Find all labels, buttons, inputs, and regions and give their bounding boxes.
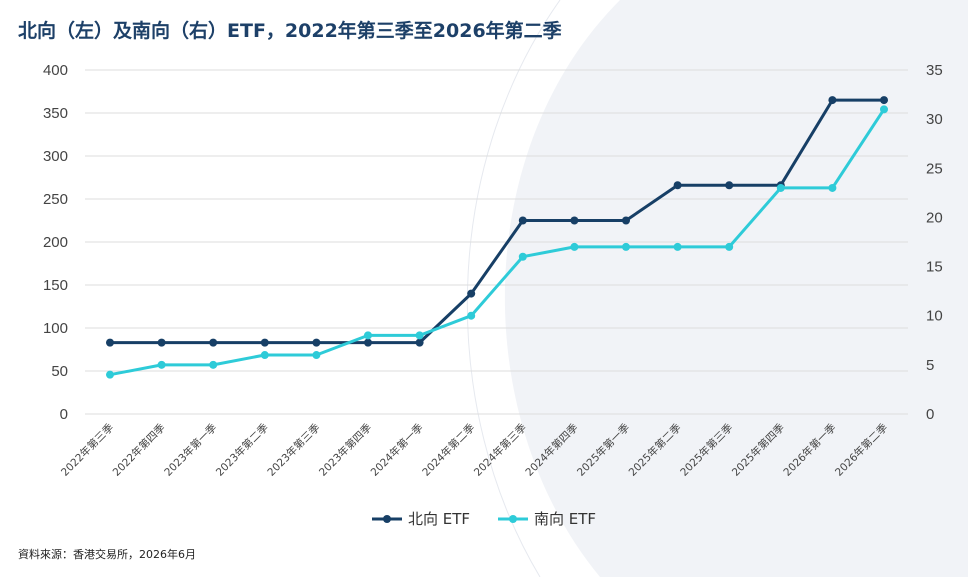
chart-title: 北向（左）及南向（右）ETF，2022年第三季至2026年第二季: [18, 20, 562, 42]
right-tick-label: 20: [926, 209, 943, 226]
left-tick-label: 150: [43, 277, 68, 294]
series-north-point: [106, 338, 114, 347]
legend-swatch-south-icon: [498, 514, 528, 523]
right-tick-label: 5: [926, 357, 934, 374]
right-tick-label: 30: [926, 111, 943, 128]
source-note: 資料來源：香港交易所，2026年6月: [18, 548, 196, 561]
series-north-point: [415, 338, 424, 347]
left-tick-label: 350: [43, 105, 68, 122]
series-north-point: [828, 96, 837, 105]
series-south-point: [209, 360, 218, 369]
left-tick-label: 0: [60, 406, 68, 423]
x-tick-label: 2024年第一季: [368, 421, 426, 479]
x-tick-label: 2023年第一季: [162, 421, 220, 479]
x-tick-label: 2022年第四季: [110, 421, 168, 479]
series-south-point: [312, 351, 321, 360]
series-south-point: [622, 242, 630, 251]
series-north-point: [364, 338, 372, 347]
series-south-point: [880, 105, 888, 114]
series: [106, 96, 888, 379]
series-south-point: [570, 242, 579, 251]
x-tick-label: 2024年第二季: [420, 421, 478, 479]
x-axis-ticks: 2022年第三季2022年第四季2023年第一季2023年第二季2023年第三季…: [58, 421, 890, 479]
series-south-point: [364, 331, 372, 340]
left-tick-label: 400: [43, 62, 68, 79]
x-tick-label: 2025年第一季: [574, 421, 632, 479]
right-tick-label: 25: [926, 160, 943, 177]
left-tick-label: 250: [43, 191, 68, 208]
x-tick-label: 2025年第四季: [729, 421, 787, 479]
series-south-line: [109, 108, 886, 377]
x-tick-label: 2026年第一季: [781, 421, 839, 479]
series-north-point: [209, 338, 218, 347]
x-tick-label: 2023年第二季: [213, 421, 271, 479]
left-tick-label: 100: [43, 320, 68, 337]
series-north-point: [467, 289, 476, 298]
left-tick-label: 200: [43, 234, 68, 251]
series-north-point: [157, 338, 166, 347]
left-tick-label: 50: [51, 363, 68, 380]
x-tick-label: 2023年第四季: [316, 421, 374, 479]
right-tick-label: 15: [926, 259, 943, 276]
series-south-point: [415, 331, 424, 340]
series-south-point: [725, 242, 734, 251]
legend-label-south: 南向 ETF: [534, 510, 597, 528]
series-south-point: [518, 252, 527, 261]
right-axis-ticks: 0 5 10 15 20 25 30 35: [926, 62, 943, 423]
series-north-point: [570, 216, 579, 225]
legend-item-south[interactable]: 南向 ETF: [498, 508, 596, 529]
right-tick-label: 0: [926, 406, 934, 423]
series-north-point: [518, 216, 527, 225]
left-axis-ticks: 0 50 100 150 200 250 300 350 400: [43, 62, 68, 423]
series-north-point: [880, 96, 888, 105]
series-south-point: [467, 311, 476, 320]
series-south-point: [260, 351, 269, 360]
series-north-point: [673, 181, 682, 190]
series-south-point: [776, 183, 785, 192]
series-south-point: [828, 183, 837, 192]
series-north-line: [110, 98, 884, 345]
legend: 北向 ETF 南向 ETF: [0, 508, 968, 529]
x-tick-label: 2026年第二季: [832, 421, 890, 479]
series-north-point: [312, 338, 321, 347]
series-south-point: [157, 360, 166, 369]
legend-item-north[interactable]: 北向 ETF: [371, 508, 470, 529]
x-tick-label: 2025年第二季: [626, 421, 684, 479]
legend-swatch-north-icon: [371, 514, 402, 523]
series-south-point: [106, 370, 114, 379]
right-tick-label: 10: [926, 308, 943, 325]
right-tick-label: 35: [926, 62, 943, 79]
x-tick-label: 2023年第三季: [265, 421, 323, 479]
series-north-point: [622, 216, 630, 225]
series-south-point: [673, 242, 682, 251]
left-tick-label: 300: [43, 148, 68, 165]
x-tick-label: 2024年第三季: [471, 421, 529, 479]
x-tick-label: 2022年第三季: [58, 421, 116, 479]
series-north-point: [260, 338, 269, 347]
legend-label-north: 北向 ETF: [407, 510, 470, 528]
x-tick-label: 2025年第三季: [678, 421, 736, 479]
x-tick-label: 2024年第四季: [523, 421, 581, 479]
series-north-point: [725, 181, 734, 190]
grid-lines: [85, 69, 908, 415]
